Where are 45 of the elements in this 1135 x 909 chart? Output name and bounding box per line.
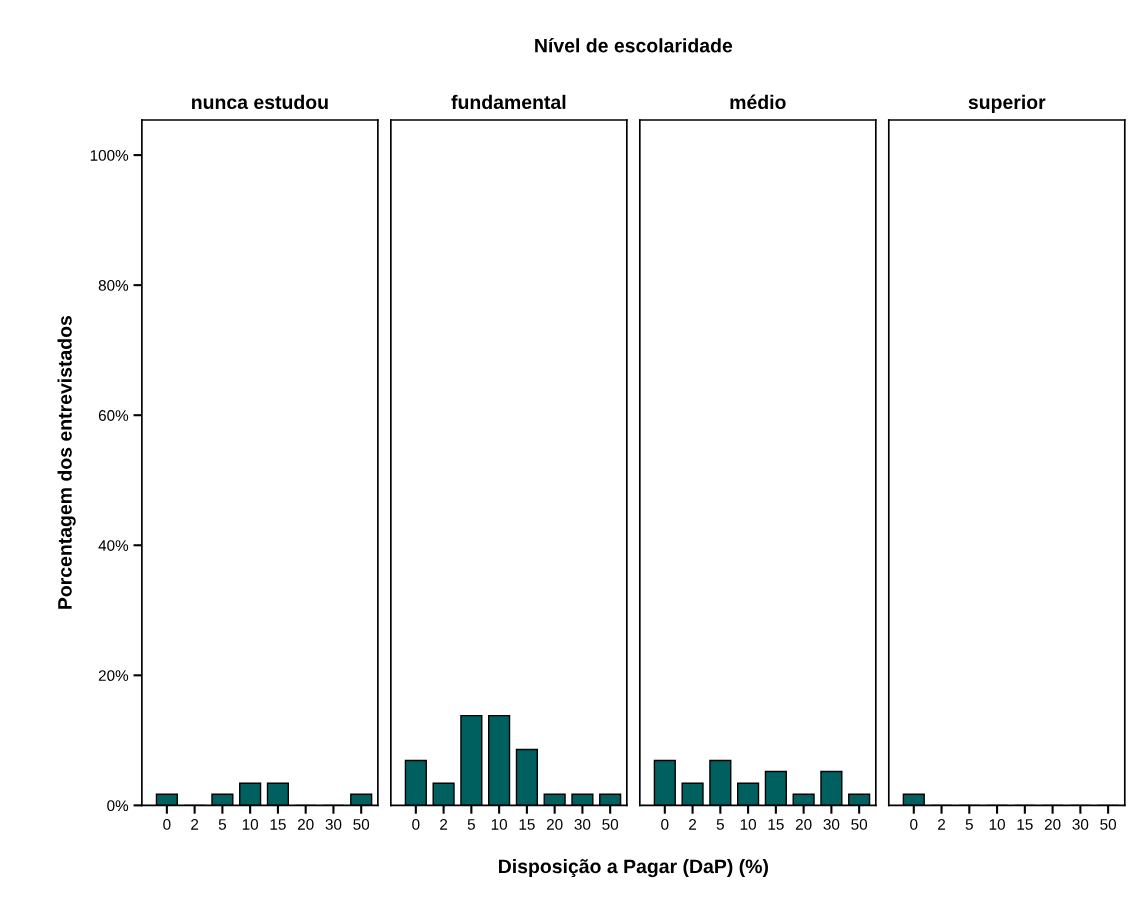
x-tick-label: 10 [242,818,259,830]
x-tick-label: 0 [412,818,420,830]
x-tick-label: 30 [325,818,342,830]
chart-title: nunca estudou [192,94,328,110]
x-tick-label: 15 [519,819,535,830]
chart-title: superior [968,94,1046,113]
x-tick-label: 5 [965,819,973,830]
y-tick-label: 0% [107,800,129,812]
x-tick-label: 30 [1072,818,1089,830]
y-tick-label: 20% [98,670,129,682]
x-tick-label: 2 [440,818,448,830]
x-tick-label: 15 [768,819,784,830]
y-tick-label: 100% [90,149,129,161]
x-tick-label: 15 [270,819,286,830]
x-tick-label: 15 [1017,819,1033,830]
x-tick-label: 0 [163,818,171,830]
y-tick-label: 40% [98,540,129,551]
x-tick-label: 20 [546,818,563,830]
x-tick-label: 10 [491,818,508,830]
x-tick-label: 5 [218,819,226,830]
x-tick-label: 0 [910,818,918,830]
x-tick-label: 20 [297,818,314,830]
x-tick-label: 5 [716,819,724,830]
x-tick-label: 20 [795,818,812,830]
x-tick-label: 2 [191,818,199,830]
x-tick-label: 20 [1044,818,1061,830]
x-tick-label: 5 [467,819,475,830]
chart-title: fundamental [451,94,566,110]
text: Nível de escolaridade [535,38,733,53]
x-tick-label: 50 [602,818,619,830]
x-tick-label: 30 [574,818,591,830]
chart-title: médio [730,94,786,110]
y-axis-title: Porcentagem dos entrevistados [57,315,76,609]
x-tick-label: 50 [851,818,868,830]
x-tick-label: 0 [661,818,669,830]
text: Disposição a Pagar (DaP) (%) [499,858,768,878]
y-tick-label: 80% [98,280,129,291]
x-tick-label: 50 [1100,818,1117,830]
x-tick-label: 2 [938,818,946,830]
x-tick-label: 10 [989,818,1005,830]
x-tick-label: 50 [353,818,370,830]
x-tick-label: 10 [740,818,756,830]
x-tick-label: 2 [689,818,697,830]
x-tick-label: 30 [823,818,840,830]
y-tick-label: 60% [98,410,129,421]
